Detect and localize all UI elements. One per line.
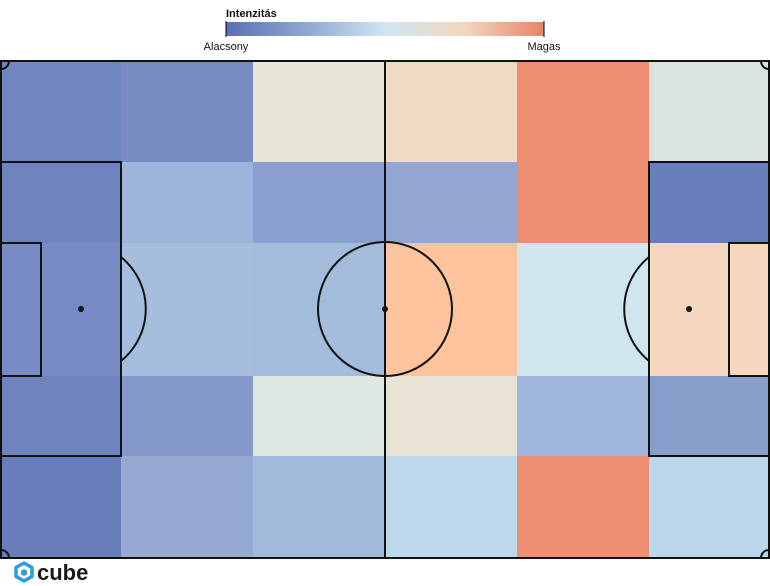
heatmap-cell (121, 61, 253, 162)
heatmap-cell (517, 243, 649, 376)
corner-arc-bottom-left (0, 549, 10, 559)
legend-title: Intenzitás (226, 8, 277, 20)
right-penalty-spot (686, 306, 692, 312)
heatmap-cell (1, 376, 121, 456)
heatmap-cell (649, 456, 769, 558)
center-spot (382, 306, 388, 312)
brand-logo: cube (14, 560, 88, 585)
legend-color-bar (226, 22, 544, 36)
heatmap-cell (121, 162, 253, 243)
legend-high-label: Magas (527, 41, 561, 53)
heatmap-cells (1, 61, 769, 558)
heatmap-cell (385, 376, 517, 456)
left-penalty-arc (120, 256, 147, 362)
heatmap-cell (385, 456, 517, 558)
heatmap-cell (649, 376, 769, 456)
right-penalty-arc (623, 256, 650, 362)
heatmap-cell (1, 243, 121, 376)
brand-name: cube (37, 560, 88, 585)
pitch-markings (0, 60, 770, 559)
cube-icon (14, 561, 34, 583)
heatmap-cell (517, 61, 649, 162)
heatmap-cell (517, 456, 649, 558)
corner-arc-bottom-right (760, 549, 770, 559)
heatmap-cell (121, 243, 253, 376)
heatmap-cell (1, 61, 121, 162)
heatmap-cell (253, 61, 385, 162)
heatmap-cell (1, 456, 121, 558)
corner-arc-top-left (0, 60, 10, 70)
heatmap-cell (517, 162, 649, 243)
heatmap-cell (121, 376, 253, 456)
heatmap-cell (1, 162, 121, 243)
heatmap-cell (649, 162, 769, 243)
heatmap-cell (121, 456, 253, 558)
corner-arc-top-right (760, 60, 770, 70)
heatmap-cell (385, 61, 517, 162)
heatmap-cell (517, 376, 649, 456)
legend: Intenzitás Alacsony Magas (204, 8, 561, 53)
left-goal-area (0, 242, 42, 377)
center-circle (317, 241, 453, 377)
heatmap-cell (253, 162, 385, 243)
right-goal-area (728, 242, 770, 377)
heatmap-cell (253, 456, 385, 558)
left-penalty-spot (78, 306, 84, 312)
heatmap-cell (253, 376, 385, 456)
heatmap-cell (385, 162, 517, 243)
legend-low-label: Alacsony (204, 41, 249, 53)
heatmap-cell (649, 61, 769, 162)
heatmap-cell (649, 243, 769, 376)
